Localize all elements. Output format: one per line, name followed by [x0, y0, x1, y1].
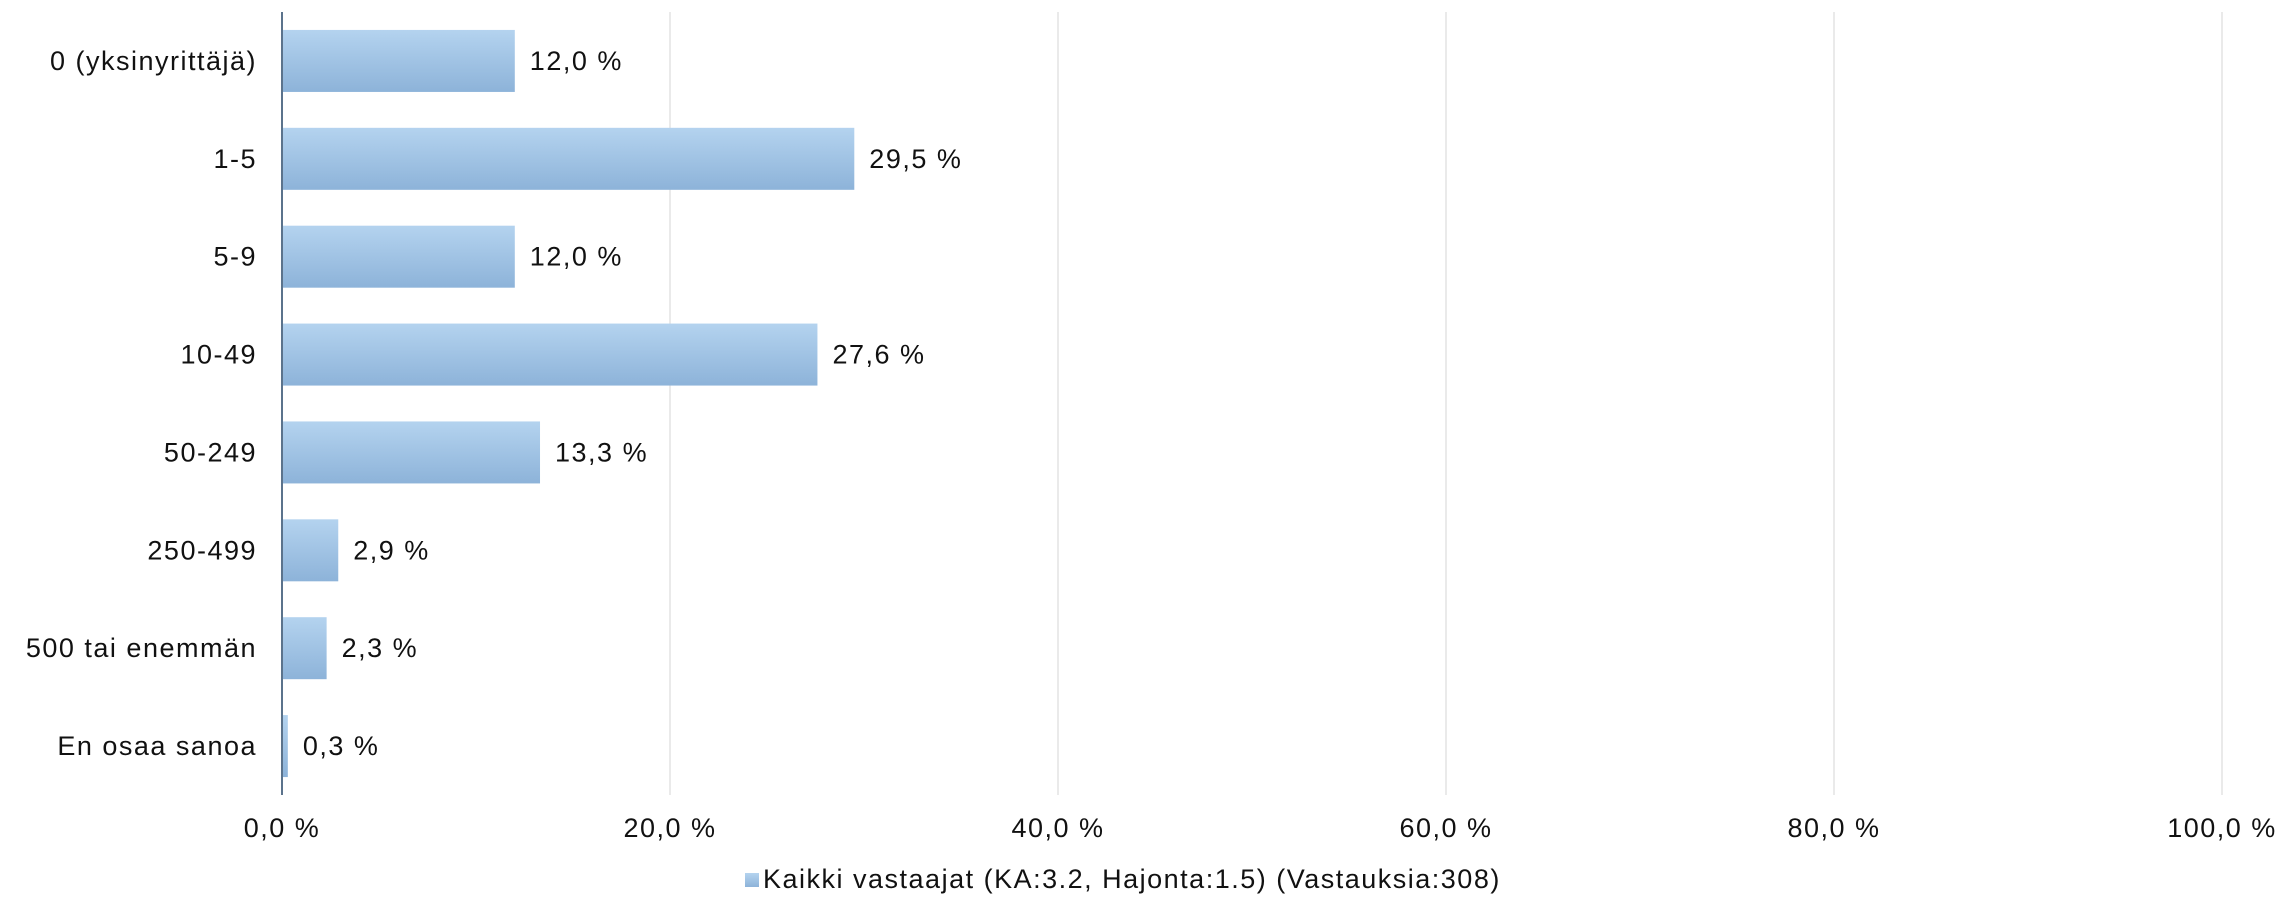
x-tick-label: 100,0 %: [2167, 813, 2277, 843]
x-tick-label: 0,0 %: [244, 813, 321, 843]
bar: [282, 323, 818, 386]
data-label: 29,5 %: [869, 144, 962, 174]
bar: [282, 519, 339, 582]
bar: [282, 127, 855, 190]
data-label: 2,9 %: [353, 535, 430, 565]
bar: [282, 617, 327, 680]
category-label: 1-5: [213, 144, 257, 174]
data-label: 12,0 %: [530, 242, 623, 272]
legend: Kaikki vastaajat (KA:3.2, Hajonta:1.5) (…: [745, 864, 1501, 894]
category-label: 5-9: [213, 242, 257, 272]
bar: [282, 421, 541, 484]
category-label: En osaa sanoa: [57, 731, 257, 761]
bar: [282, 715, 288, 778]
category-label: 50-249: [164, 437, 257, 467]
bar: [282, 29, 515, 92]
bars: [282, 29, 855, 778]
data-label: 12,0 %: [530, 46, 623, 76]
x-tick-label: 20,0 %: [623, 813, 716, 843]
x-tick-label: 80,0 %: [1787, 813, 1880, 843]
legend-swatch: [745, 873, 759, 887]
category-label: 10-49: [180, 340, 257, 370]
category-label: 500 tai enemmän: [26, 633, 257, 663]
category-label: 250-499: [147, 535, 257, 565]
gridlines: [669, 12, 2223, 795]
bar: [282, 225, 515, 288]
x-tick-label: 40,0 %: [1011, 813, 1104, 843]
data-label: 13,3 %: [555, 437, 648, 467]
data-label: 2,3 %: [342, 633, 419, 663]
data-label: 0,3 %: [303, 731, 380, 761]
category-label: 0 (yksinyrittäjä): [50, 46, 257, 76]
legend-label: Kaikki vastaajat (KA:3.2, Hajonta:1.5) (…: [763, 864, 1501, 894]
data-label: 27,6 %: [832, 340, 925, 370]
x-tick-label: 60,0 %: [1399, 813, 1492, 843]
labels: 0,0 % 20,0 % 40,0 % 60,0 % 80,0 % 100,0 % 0 (y…: [26, 46, 2277, 843]
